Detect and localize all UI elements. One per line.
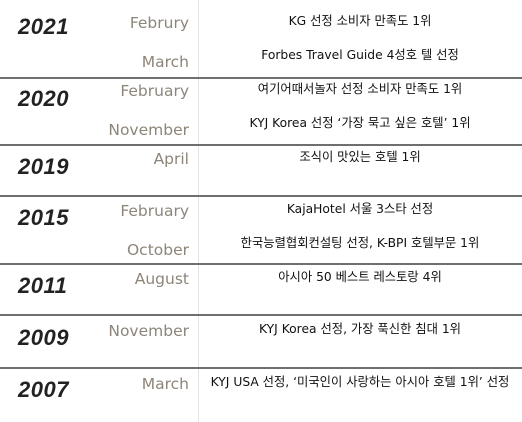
month-label: March: [141, 375, 189, 393]
row-separator: [0, 144, 522, 146]
year-label: 2011: [18, 273, 68, 298]
column-divider: [198, 0, 199, 422]
award-text: KYJ Korea 선정 ‘가장 묵고 싶은 호텔’ 1위: [249, 116, 471, 130]
award-text: KG 선정 소비자 만족도 1위: [288, 14, 432, 28]
year-label: 2019: [18, 154, 69, 179]
month-label: Februry: [129, 14, 189, 32]
month-label: April: [153, 150, 189, 168]
year-label: 2020: [18, 86, 69, 111]
award-text: KYJ USA 선정, ‘미국인이 사랑하는 아시아 호텔 1위’ 선정: [210, 375, 510, 389]
row-separator: [0, 314, 522, 316]
award-text: 조식이 맛있는 호텔 1위: [299, 150, 421, 164]
award-text: KajaHotel 서울 3스타 선정: [286, 202, 434, 216]
year-label: 2007: [18, 377, 69, 402]
award-text: Forbes Travel Guide 4성호 텔 선정: [261, 48, 459, 62]
row-separator: [0, 195, 522, 197]
month-label: October: [126, 241, 189, 259]
year-label: 2015: [18, 205, 69, 230]
month-label: November: [108, 322, 189, 340]
month-label: August: [134, 270, 189, 288]
award-text: 아시아 50 베스트 레스토랑 4위: [278, 270, 442, 284]
award-text: 한국능렬협회컨설팅 선정, K-BPI 호텔부문 1위: [240, 236, 480, 250]
month-label: March: [141, 53, 189, 71]
month-label: February: [120, 202, 189, 220]
row-separator: [0, 367, 522, 369]
row-separator: [0, 77, 522, 79]
year-label: 2021: [18, 14, 69, 39]
award-text: 여기어때서놀자 선정 소비자 만족도 1위: [257, 82, 463, 96]
month-label: November: [108, 121, 189, 139]
month-label: February: [120, 82, 189, 100]
year-label: 2009: [18, 325, 69, 350]
row-separator: [0, 263, 522, 265]
award-text: KYJ Korea 선정, 가장 푹신한 침대 1위: [259, 322, 461, 336]
